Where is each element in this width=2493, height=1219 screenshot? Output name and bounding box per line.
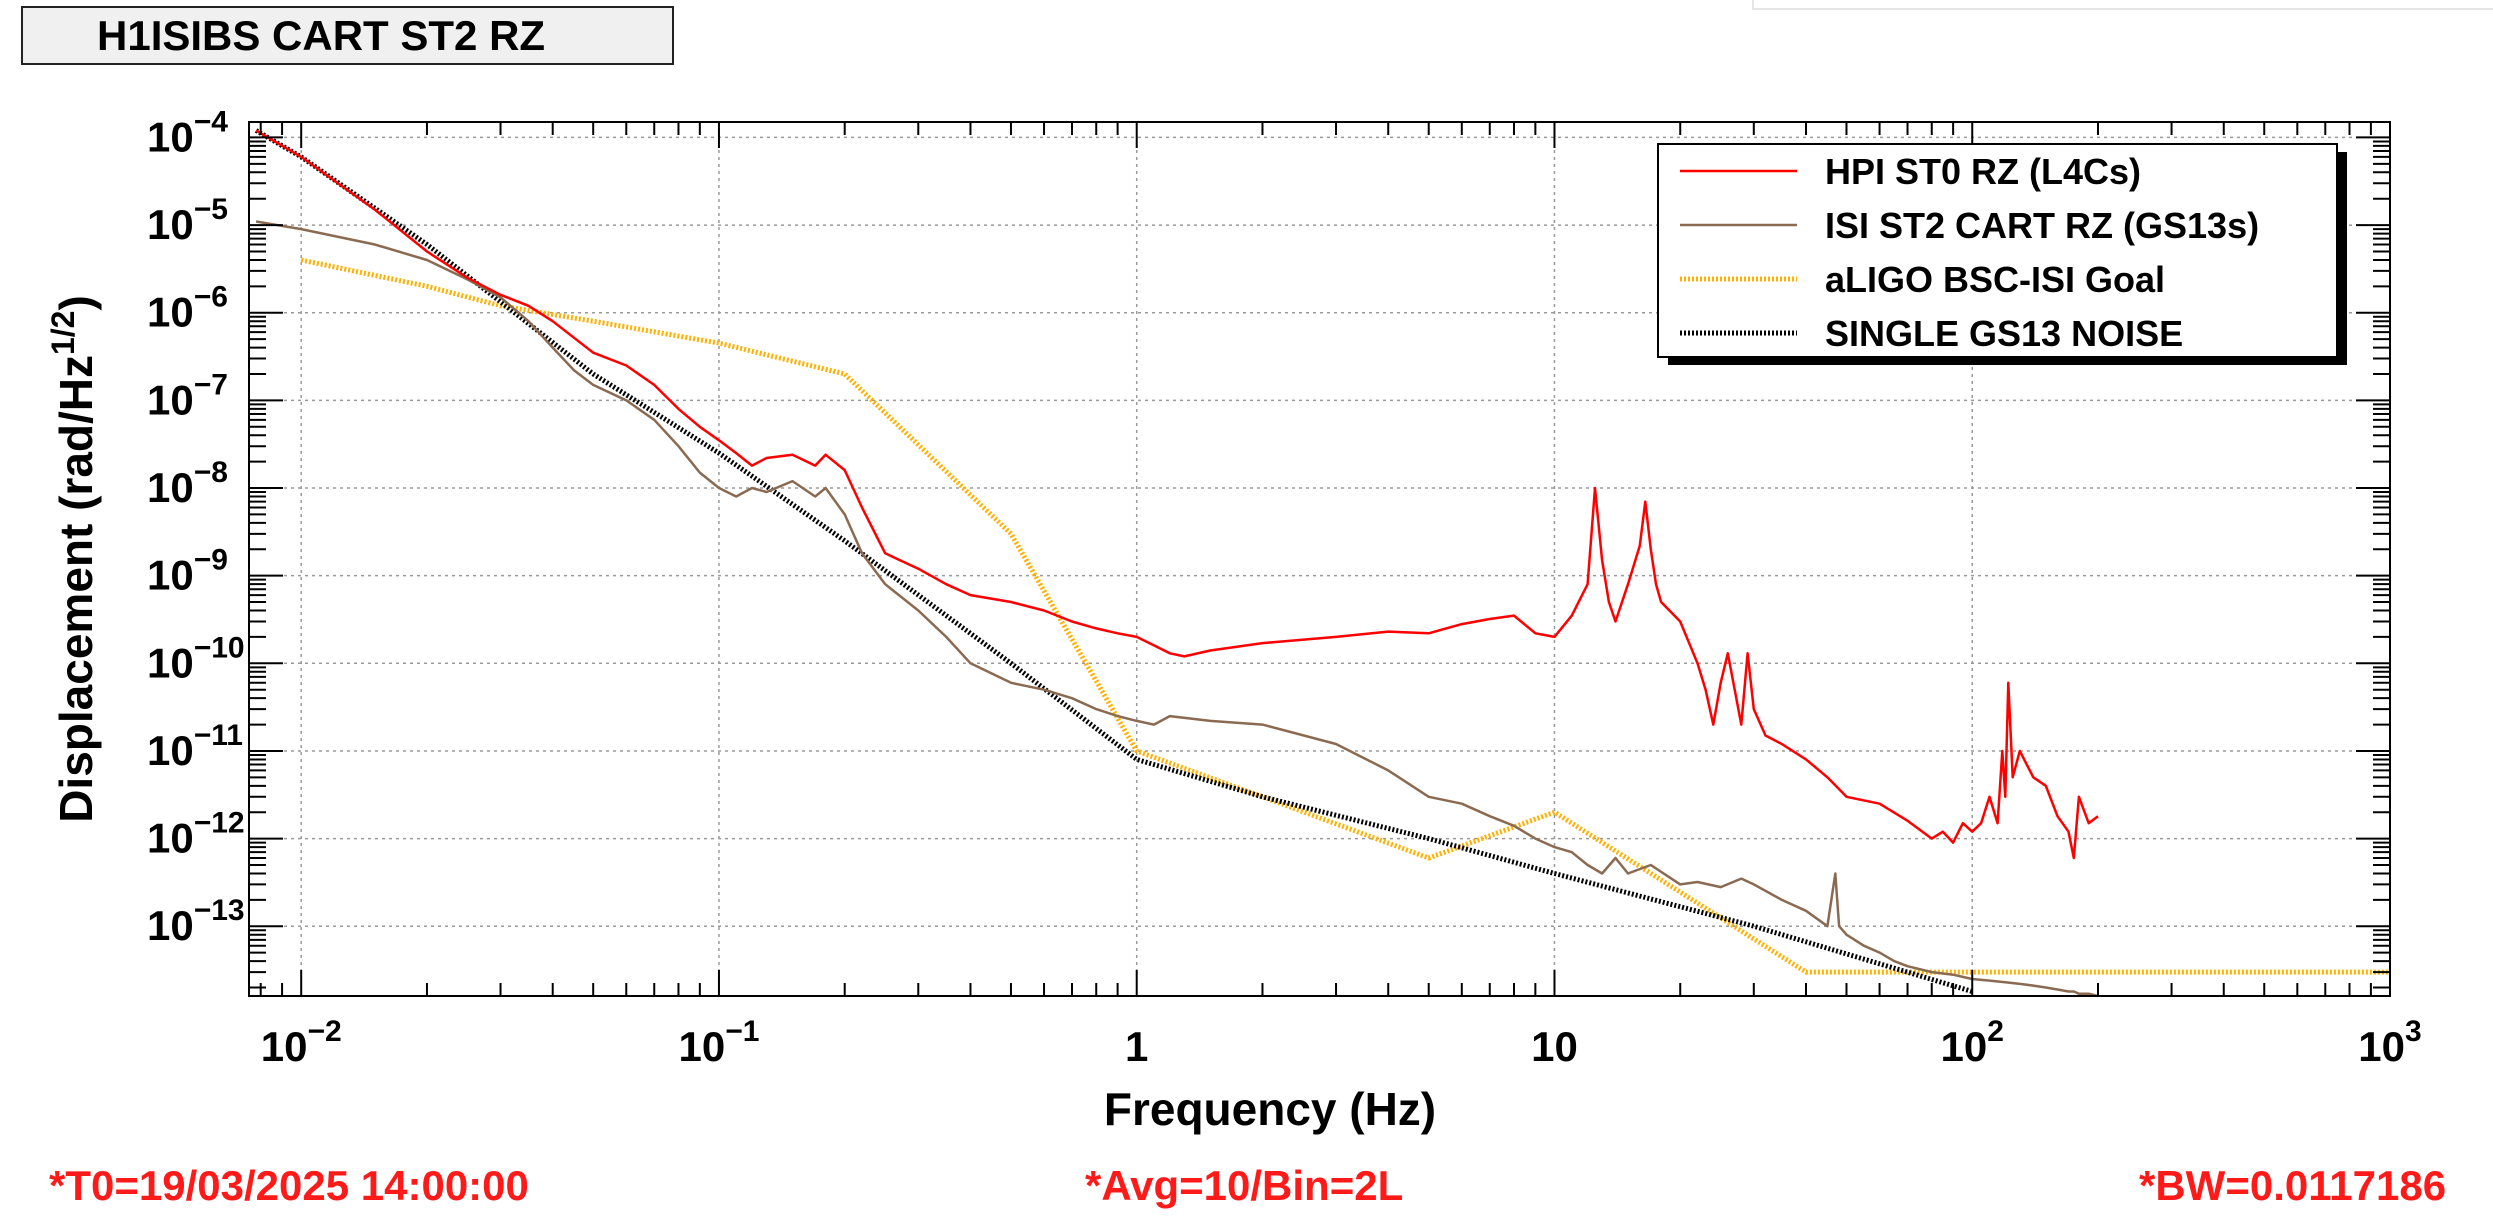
y-axis-label: Displacement (rad/Hz1/2) [45, 295, 102, 823]
legend-box [1657, 143, 2338, 358]
series-layer [254, 128, 2390, 998]
legend-label: HPI ST0 RZ (L4Cs) [1825, 151, 2141, 192]
window-edge [1752, 0, 1754, 9]
footer-bw: *BW=0.0117186 [2139, 1162, 2447, 1209]
chart-title: H1ISIBS CART ST2 RZ [21, 6, 674, 65]
y-tick-label: 10−12 [147, 807, 245, 862]
window-edge-line [1752, 8, 2493, 10]
y-tick-label: 10−13 [147, 894, 245, 949]
legend-label: SINGLE GS13 NOISE [1825, 313, 2183, 354]
series-line-3 [254, 128, 1973, 994]
y-tick-label: 10−6 [147, 281, 228, 336]
x-tick-label: 10−2 [261, 1015, 342, 1070]
y-tick-label: 10−11 [147, 719, 243, 774]
y-tick-label: 10−10 [147, 631, 245, 686]
grid [249, 122, 2390, 996]
y-tick-label: 10−4 [147, 105, 228, 160]
y-tick-labels: 10−4 10−5 10−6 10−7 10−8 10−9 10−10 10−11 10−12 1… [147, 105, 245, 949]
series-line-1 [255, 220, 2099, 998]
plot-frame [248, 121, 2391, 997]
series-line-0 [255, 129, 2099, 860]
footer-avg: *Avg=10/Bin=2L [1085, 1162, 1404, 1209]
x-tick-labels: 10−2 10−1 1 10 102 103 [261, 1015, 2422, 1070]
legend: HPI ST0 RZ (L4Cs) ISI ST2 CART RZ (GS13s)… [1657, 143, 2347, 365]
y-tick-label: 10−9 [147, 544, 228, 599]
footer-t0: *T0=19/03/2025 14:00:00 [49, 1162, 529, 1209]
legend-label: ISI ST2 CART RZ (GS13s) [1825, 205, 2259, 246]
x-tick-label: 1 [1125, 1023, 1148, 1070]
x-axis-label: Frequency (Hz) [1104, 1083, 1436, 1135]
x-tick-label: 10−1 [678, 1015, 759, 1070]
x-tick-label: 102 [1941, 1015, 2004, 1070]
y-tick-label: 10−5 [147, 193, 228, 248]
y-tick-label: 10−7 [147, 368, 228, 423]
legend-label: aLIGO BSC-ISI Goal [1825, 259, 2165, 300]
series-line-2 [300, 257, 2390, 975]
x-tick-label: 103 [2358, 1015, 2421, 1070]
axis-ticks [249, 122, 2391, 996]
y-tick-label: 10−8 [147, 456, 228, 511]
x-tick-label: 10 [1531, 1023, 1578, 1070]
